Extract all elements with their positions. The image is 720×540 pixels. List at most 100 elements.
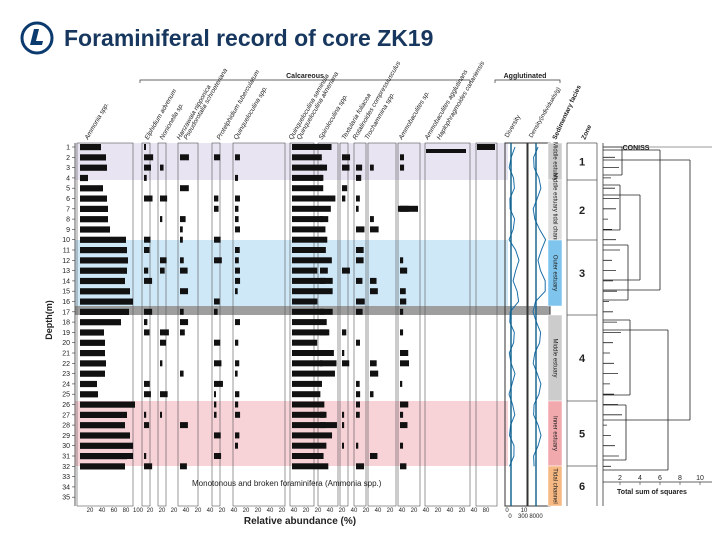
abundance-bar [320, 164, 328, 171]
depth-tick-label: 20 [62, 340, 70, 347]
abundance-bar [80, 216, 108, 223]
abundance-bars [80, 144, 495, 470]
abundance-bar [235, 195, 240, 202]
abundance-bar [180, 154, 189, 161]
abundance-bar [144, 236, 151, 243]
taxon-label: Quinqueloculina akneriana [296, 71, 341, 141]
abundance-bar [320, 360, 323, 367]
abundance-bar [400, 288, 406, 295]
abundance-bar [400, 380, 403, 387]
abundance-bar [370, 216, 374, 223]
abundance-bar [214, 432, 221, 439]
abundance-bar [180, 185, 189, 192]
abundance-bar [160, 411, 163, 418]
abundance-tick-label: 40 [471, 508, 478, 514]
taxon-label: Rotalinoides compressiusculus [352, 60, 403, 141]
abundance-bar [342, 360, 350, 367]
facies-label: Outer estuary [551, 255, 557, 291]
abundance-bar [356, 339, 360, 346]
abundance-bar [342, 185, 348, 192]
density-panel [527, 142, 551, 507]
abundance-bar [144, 247, 150, 253]
abundance-bar [180, 329, 185, 336]
abundance-bar [356, 164, 363, 171]
abundance-bar [356, 308, 363, 315]
abundance-bar [235, 174, 239, 181]
abundance-bar [80, 329, 104, 336]
abundance-bar [144, 391, 151, 398]
abundance-bar [292, 164, 323, 171]
abundance-bar [144, 422, 150, 429]
diversity-tick-label: 10 [521, 508, 528, 514]
abundance-bar [292, 195, 336, 202]
abundance-tick-label: 40 [351, 508, 358, 514]
zone-number: 1 [579, 157, 585, 169]
abundance-bar [426, 149, 466, 153]
abundance-bar [292, 391, 321, 398]
abundance-bar [80, 247, 127, 254]
taxon-panel [475, 142, 498, 507]
abundance-bar [356, 205, 359, 212]
zone-number: 5 [579, 429, 585, 441]
abundance-bar [342, 442, 345, 449]
abundance-bar [160, 216, 163, 223]
abundance-bar [144, 380, 150, 387]
abundance-bar [292, 154, 322, 161]
abundance-bar [144, 319, 148, 326]
abundance-bar [400, 329, 404, 336]
abundance-bar [235, 226, 240, 233]
diversity-density-curves [508, 143, 547, 506]
abundance-bar [292, 350, 334, 356]
facies-block [547, 465, 563, 507]
abundance-bar [292, 380, 322, 387]
density-tick-label: 0 [508, 514, 512, 520]
abundance-bar [214, 236, 221, 243]
zone-number: 6 [579, 481, 585, 493]
taxon-panel [211, 142, 221, 507]
depth-tick-label: 28 [62, 423, 70, 430]
abundance-bar [214, 308, 218, 315]
abundance-bar [235, 411, 241, 418]
abundance-tick-label: 20 [255, 508, 262, 514]
abundance-bar [144, 174, 147, 181]
zone-band [75, 466, 508, 506]
depth-tick-label: 21 [62, 351, 70, 358]
abundance-bar [80, 195, 107, 202]
zone-number: 4 [579, 353, 586, 365]
abundance-bar [235, 442, 238, 449]
abundance-bar [356, 226, 365, 233]
abundance-bar [370, 360, 377, 367]
abundance-bar [320, 411, 325, 418]
abundance-bar [80, 267, 127, 274]
abundance-bar [144, 463, 153, 470]
abundance-bar [144, 164, 151, 171]
taxon-panel [353, 142, 367, 507]
abundance-bar [400, 422, 408, 429]
abundance-bar [160, 329, 169, 336]
abundance-bar [292, 185, 324, 192]
abundance-bar [356, 174, 362, 181]
taxon-panel [157, 142, 167, 507]
abundance-bar [144, 329, 150, 336]
coniss-branches [603, 146, 691, 471]
abundance-bar [292, 360, 337, 367]
abundance-bar [80, 453, 127, 460]
zone-number: 2 [579, 205, 585, 217]
abundance-bar [235, 360, 240, 367]
abundance-bar [292, 422, 337, 429]
coniss-header: CONISS [623, 145, 650, 152]
abundance-bar [292, 308, 333, 315]
calcareous-bracket [139, 79, 471, 83]
depth-tick-label: 25 [62, 392, 70, 399]
depth-tick-label: 24 [62, 381, 70, 388]
abundance-bar [80, 380, 97, 388]
coniss-tick-label: 8 [678, 475, 682, 482]
abundance-bar [342, 422, 345, 429]
diversity-tick-label: 0 [505, 508, 509, 514]
abundance-bar [400, 463, 407, 470]
abundance-tick-label: 40 [231, 508, 238, 514]
abundance-bar [342, 154, 351, 161]
taxon-label: Ammonia spp. [83, 101, 110, 142]
depth-tick-label: 10 [62, 237, 70, 244]
abundance-tick-label: 20 [87, 508, 94, 514]
